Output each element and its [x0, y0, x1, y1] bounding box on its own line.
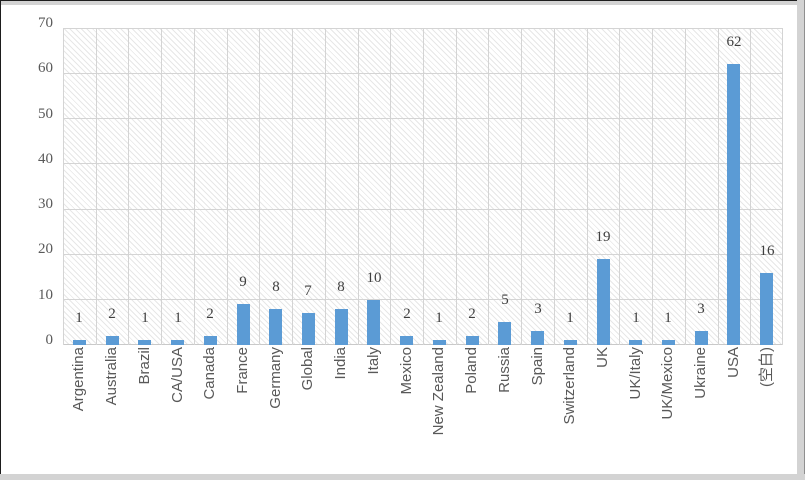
- v-gridline: [587, 28, 588, 345]
- window-top-strip: [1, 1, 805, 5]
- bar[interactable]: [204, 336, 217, 345]
- bar[interactable]: [106, 336, 119, 345]
- y-axis-tick-label: 20: [38, 241, 53, 258]
- bar[interactable]: [629, 340, 642, 345]
- bar[interactable]: [727, 64, 740, 345]
- bar-value-label: 3: [697, 301, 705, 317]
- bar[interactable]: [269, 309, 282, 345]
- bar-value-label: 8: [272, 279, 280, 295]
- bar[interactable]: [335, 309, 348, 345]
- bar-value-label: 16: [759, 243, 775, 259]
- v-gridline: [96, 28, 97, 345]
- v-gridline: [554, 28, 555, 345]
- bar-value-label: 1: [75, 310, 83, 326]
- bar[interactable]: [760, 273, 773, 345]
- bar-value-label: 8: [337, 279, 345, 295]
- v-gridline: [358, 28, 359, 345]
- window-right-strip: [797, 0, 805, 480]
- bar-value-label: 19: [595, 229, 611, 245]
- v-gridline: [782, 28, 783, 345]
- v-gridline: [750, 28, 751, 345]
- bar[interactable]: [564, 340, 577, 345]
- bar-value-label: 62: [726, 34, 742, 50]
- bar-value-label: 2: [108, 306, 116, 322]
- y-axis-tick-label: 50: [38, 105, 53, 122]
- v-gridline: [259, 28, 260, 345]
- y-axis-tick-label: 70: [38, 15, 53, 31]
- v-gridline: [63, 28, 64, 345]
- v-gridline: [390, 28, 391, 345]
- bar[interactable]: [302, 313, 315, 345]
- window-bottom-strip: [0, 474, 805, 480]
- bar[interactable]: [367, 300, 380, 345]
- bar[interactable]: [171, 340, 184, 345]
- bar[interactable]: [433, 340, 446, 345]
- bar-value-label: 2: [206, 306, 214, 322]
- v-gridline: [488, 28, 489, 345]
- bar-value-label: 3: [534, 301, 542, 317]
- window-left-border: [0, 0, 1, 480]
- bar[interactable]: [138, 340, 151, 345]
- bar[interactable]: [531, 331, 544, 345]
- bar-value-label: 1: [174, 310, 182, 326]
- y-axis-tick-label: 60: [38, 60, 53, 77]
- plot-area[interactable]: [63, 27, 783, 345]
- chart-frame: 0 10 20 30 40 50 60 70 1 Argentina 2 Australia 1 Bra…: [1, 5, 797, 474]
- v-gridline: [456, 28, 457, 345]
- bar-value-label: 2: [403, 306, 411, 322]
- y-axis-tick-label: 30: [38, 196, 53, 213]
- v-gridline: [718, 28, 719, 345]
- bar-value-label: 1: [566, 310, 574, 326]
- v-gridline: [128, 28, 129, 345]
- bar[interactable]: [498, 322, 511, 345]
- bar[interactable]: [597, 259, 610, 345]
- window-top-border: [0, 0, 805, 1]
- bar-value-label: 1: [632, 310, 640, 326]
- y-axis-tick-label: 40: [38, 150, 53, 167]
- v-gridline: [521, 28, 522, 345]
- v-gridline: [685, 28, 686, 345]
- bar[interactable]: [73, 340, 86, 345]
- bar[interactable]: [662, 340, 675, 345]
- bar-value-label: 5: [501, 292, 509, 308]
- v-gridline: [619, 28, 620, 345]
- bar-value-label: 9: [239, 274, 247, 290]
- v-gridline: [652, 28, 653, 345]
- v-gridline: [194, 28, 195, 345]
- y-axis-tick-label: 0: [45, 332, 54, 348]
- v-gridline: [227, 28, 228, 345]
- bar-value-label: 1: [435, 310, 443, 326]
- bar[interactable]: [466, 336, 479, 345]
- y-axis-tick-label: 10: [38, 286, 53, 303]
- v-gridline: [325, 28, 326, 345]
- bar[interactable]: [400, 336, 413, 345]
- bar-value-label: 2: [468, 306, 476, 322]
- bar-value-label: 10: [366, 270, 382, 286]
- bar[interactable]: [695, 331, 708, 345]
- v-gridline: [161, 28, 162, 345]
- bar-value-label: 1: [664, 310, 672, 326]
- v-gridline: [423, 28, 424, 345]
- bar[interactable]: [237, 304, 250, 345]
- bar-value-label: 1: [141, 310, 149, 326]
- bar-value-label: 7: [304, 283, 312, 299]
- v-gridline: [292, 28, 293, 345]
